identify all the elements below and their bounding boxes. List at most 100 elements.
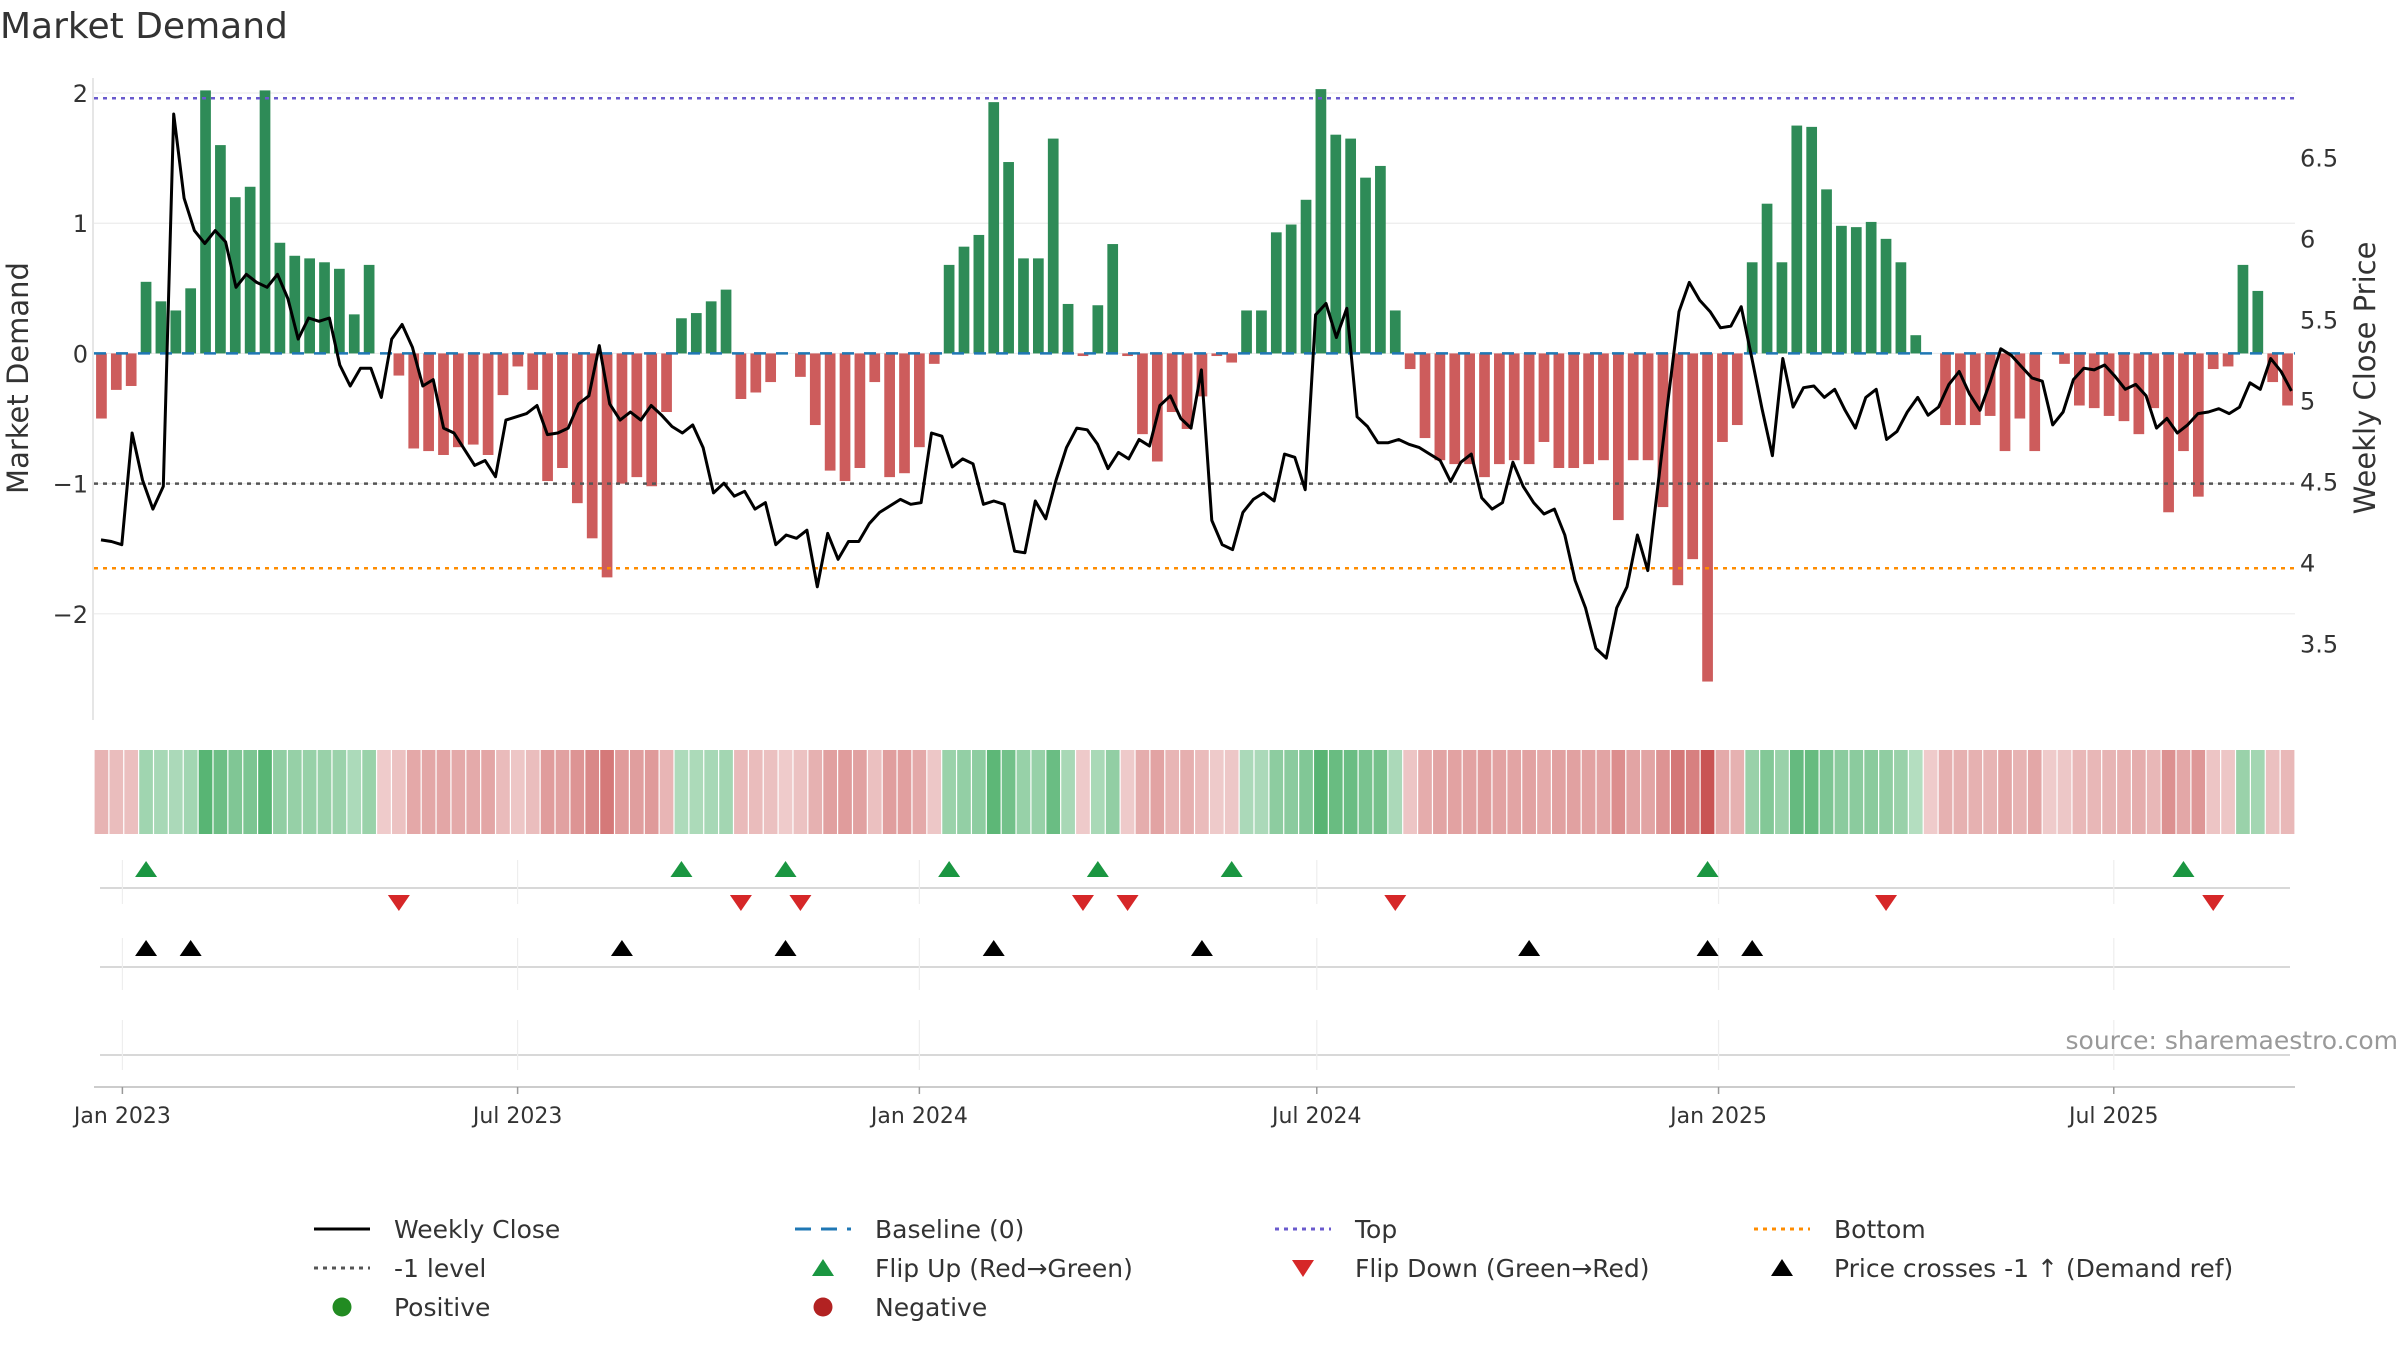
- demand-bar: [1256, 310, 1267, 354]
- heat-cell: [94, 750, 109, 834]
- heat-cell: [1001, 750, 1016, 834]
- demand-bar: [1434, 353, 1446, 461]
- demand-bar: [1999, 353, 2011, 452]
- flip-down-marker: [729, 895, 752, 911]
- demand-bar: [1018, 258, 1029, 354]
- heat-cell: [1700, 750, 1715, 834]
- legend-label: Weekly Close: [394, 1214, 561, 1244]
- heat-cell: [2161, 750, 2176, 834]
- heat-cell: [1581, 750, 1596, 834]
- heat-cell: [1894, 750, 1908, 834]
- heat-cell: [1537, 750, 1551, 834]
- heat-cell: [1522, 750, 1536, 834]
- heat-cell: [1849, 750, 1864, 834]
- heat-cell: [2072, 750, 2087, 834]
- heat-cell: [1834, 750, 1849, 834]
- flip-down-marker: [789, 895, 812, 911]
- heat-cell: [273, 750, 287, 834]
- legend-weekly-close: Weekly Close: [312, 1212, 560, 1246]
- legend-label: Top: [1355, 1214, 1398, 1244]
- demand-bar: [1285, 224, 1297, 354]
- heat-cell: [1046, 750, 1061, 834]
- heat-cell: [778, 750, 793, 834]
- heat-cell: [659, 750, 674, 834]
- heat-cell: [347, 750, 362, 834]
- flip-up-marker: [670, 861, 693, 877]
- heat-cell: [1566, 750, 1581, 834]
- heat-cell: [1596, 750, 1611, 834]
- heat-strip-panel: [94, 750, 2295, 834]
- heat-cell: [1403, 750, 1417, 834]
- demand-bar: [2074, 353, 2085, 406]
- heat-cell: [481, 750, 495, 834]
- demand-bar: [1538, 353, 1550, 442]
- demand-bar: [1672, 353, 1684, 586]
- heat-cell: [808, 750, 823, 834]
- demand-bar: [1910, 335, 1922, 354]
- heat-cell: [258, 750, 272, 834]
- demand-bar: [2014, 353, 2026, 419]
- heat-cell: [570, 750, 585, 834]
- heat-cell: [793, 750, 808, 834]
- demand-bar: [1702, 353, 1713, 682]
- heat-cell: [1180, 750, 1194, 834]
- demand-bar: [571, 353, 583, 504]
- main-panel: 2 1 0 −1 −2 6.5 6 5.5 5 4.5 4 3.5: [53, 78, 2338, 720]
- heat-cell: [1670, 750, 1685, 834]
- demand-bar: [1494, 353, 1505, 465]
- demand-bar: [1627, 353, 1639, 461]
- chart-title: Market Demand: [0, 6, 288, 47]
- heat-cell: [2042, 750, 2057, 834]
- y2-tick-label: 6.5: [2300, 145, 2338, 173]
- heat-cell: [629, 750, 644, 834]
- heat-cell: [377, 750, 391, 834]
- heat-cell: [1165, 750, 1180, 834]
- heat-cell: [198, 750, 213, 834]
- demand-bar: [2059, 353, 2070, 364]
- demand-bar: [928, 353, 940, 364]
- demand-bar: [735, 353, 747, 399]
- heat-cell: [1715, 750, 1730, 834]
- demand-bar: [988, 102, 1000, 354]
- demand-bar: [795, 353, 806, 377]
- legend-label: Bottom: [1834, 1214, 1926, 1244]
- heat-cell: [496, 750, 510, 834]
- heat-cell: [1745, 750, 1760, 834]
- demand-bar: [110, 353, 122, 390]
- legend-flip-down: Flip Down (Green→Red): [1273, 1251, 1650, 1285]
- demand-bar: [170, 310, 182, 354]
- demand-bar: [467, 353, 479, 445]
- heat-cell: [2191, 750, 2206, 834]
- heat-cell: [540, 750, 555, 834]
- heat-cell: [1462, 750, 1477, 834]
- demand-bar: [1598, 353, 1609, 461]
- demand-bar: [869, 353, 881, 383]
- heat-cell: [1998, 750, 2012, 834]
- demand-bar: [1092, 305, 1104, 354]
- cross-up-marker: [982, 940, 1005, 956]
- demand-bar: [1166, 353, 1178, 413]
- demand-bar: [1003, 162, 1014, 354]
- demand-bar: [2192, 353, 2204, 497]
- heat-cell: [882, 750, 897, 834]
- weekly-close-line: [100, 112, 2293, 660]
- demand-bar: [2267, 353, 2279, 383]
- flip-up-marker: [1086, 861, 1109, 877]
- demand-bar: [676, 318, 687, 354]
- heat-cell: [1269, 750, 1284, 834]
- heat-cell: [1299, 750, 1313, 834]
- heat-cell: [1685, 750, 1700, 834]
- demand-bar: [1479, 353, 1490, 478]
- heat-cell: [1418, 750, 1432, 834]
- x-tick-label: Jan 2023: [72, 1104, 171, 1129]
- demand-bar: [1375, 165, 1386, 354]
- demand-bar: [96, 353, 107, 419]
- heat-cell: [912, 750, 927, 834]
- legend-label: -1 level: [394, 1253, 487, 1283]
- heat-cell: [838, 750, 852, 834]
- heat-cell: [1760, 750, 1774, 834]
- legend-bottom: Bottom: [1752, 1212, 1926, 1246]
- x-tick-label: Jul 2025: [2067, 1104, 2159, 1129]
- heat-cell: [154, 750, 168, 834]
- demand-bar: [1850, 227, 1862, 354]
